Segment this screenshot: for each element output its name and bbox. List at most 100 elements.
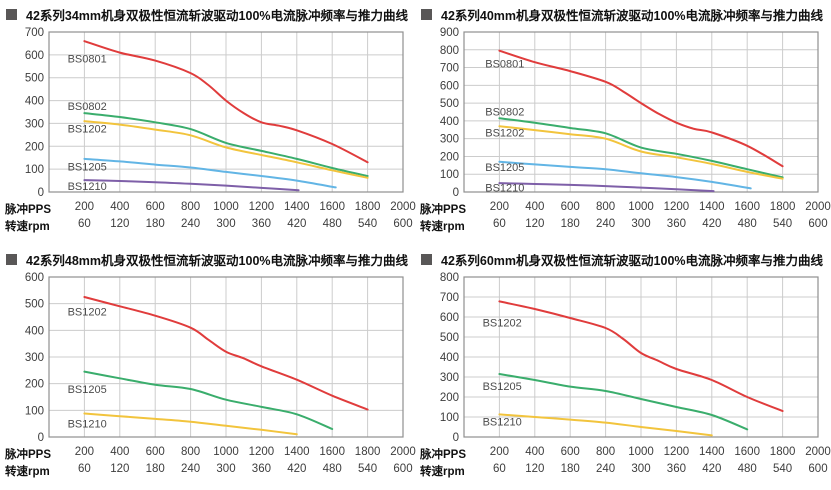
- series-label-bs1210: BS1210: [68, 181, 107, 193]
- y-tick-label: 200: [440, 151, 459, 163]
- x-tick-rpm: 60: [77, 463, 91, 475]
- series-label-bs1202: BS1202: [68, 307, 107, 319]
- chart-title: 42系列48mm机身双极性恒流斩波驱动100%电流脉冲频率与推力曲线: [26, 254, 409, 268]
- y-tick-label: 100: [440, 169, 459, 181]
- x-tick-pps: 2000: [805, 201, 831, 213]
- series-label-bs1210: BS1210: [485, 183, 524, 195]
- x-axis-row-pps: 脉冲PPS 200 400 600 800 1000 1200 1400 1600 1800 200…: [0, 446, 416, 462]
- x-tick-rpm: 180: [560, 463, 580, 475]
- x-tick-rpm: 600: [393, 218, 413, 230]
- x-axis-labels: 脉冲PPS 200 400 600 800 1000 1200 1400 1600 1800 200…: [0, 444, 416, 484]
- x-tick-rpm: 300: [216, 463, 236, 475]
- x-tick-rpm: 420: [287, 463, 307, 475]
- x-axis-row-rpm: 转速rpm 60 120 180 240 300 360 420 480 540 600: [0, 463, 415, 479]
- y-tick-label: 500: [25, 73, 44, 85]
- x-tick-rpm: 360: [251, 463, 271, 475]
- x-tick-rpm: 540: [773, 218, 793, 230]
- curve-bs1205: [83, 370, 334, 430]
- x-tick-pps: 1000: [213, 446, 239, 458]
- x-tick-pps: 800: [596, 201, 616, 213]
- chart-title: 42系列34mm机身双极性恒流斩波驱动100%电流脉冲频率与推力曲线: [26, 9, 409, 23]
- plot-border: [463, 276, 819, 438]
- y-tick-label: 0: [453, 432, 459, 444]
- y-tick-label: 300: [25, 352, 44, 364]
- x-axis-row-pps: 脉冲PPS 200 400 600 800 1000 1200 1400 1600 1800 200…: [415, 446, 831, 462]
- series-label-bs0801: BS0801: [485, 59, 524, 71]
- chart-title-row: 42系列34mm机身双极性恒流斩波驱动100%电流脉冲频率与推力曲线: [6, 5, 408, 24]
- x-tick-pps: 1200: [248, 201, 275, 213]
- curve-bs1210: [83, 412, 298, 436]
- y-tick-label: 400: [25, 325, 44, 337]
- x-tick-pps: 1000: [628, 201, 654, 213]
- x-tick-pps: 2000: [390, 446, 416, 458]
- x-tick-rpm: 600: [808, 463, 828, 475]
- plot-border: [463, 31, 819, 193]
- x-tick-rpm: 360: [666, 218, 686, 230]
- x-tick-rpm: 240: [181, 463, 201, 475]
- x-axis-labels: 脉冲PPS 200 400 600 800 1000 1200 1400 1600 1800 200…: [415, 444, 831, 484]
- series-label-bs0801: BS0801: [68, 53, 107, 65]
- chart-title: 42系列40mm机身双极性恒流斩波驱动100%电流脉冲频率与推力曲线: [441, 9, 824, 23]
- x-axis-labels: 脉冲PPS 200 400 600 800 1000 1200 1400 1600 1800 200…: [415, 199, 831, 239]
- x-axis-header-pps: 脉冲PPS: [420, 449, 467, 461]
- y-tick-label: 100: [25, 164, 44, 176]
- y-tick-label: 300: [440, 134, 459, 146]
- x-tick-pps: 1400: [284, 446, 310, 458]
- series-label-bs0802: BS0802: [485, 107, 524, 119]
- curve-bs1205: [83, 157, 337, 189]
- y-tick-label: 0: [38, 187, 44, 199]
- chart-title-row: 42系列48mm机身双极性恒流斩波驱动100%电流脉冲频率与推力曲线: [6, 250, 408, 269]
- x-tick-rpm: 180: [560, 218, 580, 230]
- y-tick-label: 500: [25, 299, 44, 311]
- x-tick-pps: 800: [181, 201, 201, 213]
- y-tick-label: 600: [25, 272, 44, 284]
- x-tick-rpm: 540: [358, 218, 378, 230]
- y-tick-label: 800: [440, 272, 459, 284]
- x-tick-rpm: 600: [393, 463, 413, 475]
- x-tick-rpm: 480: [322, 218, 342, 230]
- x-axis-header-pps: 脉冲PPS: [420, 204, 467, 216]
- x-tick-pps: 200: [489, 201, 509, 213]
- curve-bs0802: [498, 117, 784, 179]
- x-tick-rpm: 120: [110, 218, 130, 230]
- x-tick-rpm: 480: [737, 218, 757, 230]
- chart-title: 42系列60mm机身双极性恒流斩波驱动100%电流脉冲频率与推力曲线: [441, 254, 824, 268]
- x-tick-pps: 1600: [319, 201, 345, 213]
- y-tick-label: 300: [25, 118, 44, 130]
- chart-panel-40mm: 42系列40mm机身双极性恒流斩波驱动100%电流脉冲频率与推力曲线 0 100 2…: [415, 0, 831, 245]
- y-tick-label: 700: [440, 292, 459, 304]
- x-tick-rpm: 240: [596, 463, 616, 475]
- chart-panel-60mm: 42系列60mm机身双极性恒流斩波驱动100%电流脉冲频率与推力曲线 0 100 2…: [415, 245, 831, 490]
- y-tick-label: 700: [440, 63, 459, 75]
- series-label-bs1202: BS1202: [485, 127, 524, 139]
- y-tick-label: 800: [440, 45, 459, 57]
- x-tick-pps: 600: [145, 446, 165, 458]
- chart-plot-40mm: 0 100 200 300 400 500 600 700 800 900 BS0801 BS0802…: [440, 27, 819, 199]
- x-tick-rpm: 300: [631, 218, 651, 230]
- x-tick-rpm: 420: [702, 218, 722, 230]
- curve-bs1202: [83, 296, 369, 411]
- y-tick-label: 500: [440, 98, 459, 110]
- y-tick-label: 400: [440, 116, 459, 128]
- x-tick-pps: 800: [181, 446, 201, 458]
- x-tick-rpm: 60: [492, 218, 506, 230]
- plot-border: [48, 276, 404, 438]
- chart-panel-48mm: 42系列48mm机身双极性恒流斩波驱动100%电流脉冲频率与推力曲线 0 100 2…: [0, 245, 416, 490]
- curve-bs1210: [498, 182, 715, 193]
- x-tick-rpm: 300: [216, 218, 236, 230]
- curve-bs0802: [83, 112, 369, 177]
- x-tick-rpm: 120: [525, 218, 545, 230]
- curve-bs1205: [498, 373, 749, 431]
- x-tick-pps: 800: [596, 446, 616, 458]
- chart-title-row: 42系列40mm机身双极性恒流斩波驱动100%电流脉冲频率与推力曲线: [421, 5, 823, 24]
- x-axis-header-rpm: 转速rpm: [5, 221, 50, 233]
- x-tick-pps: 400: [525, 446, 545, 458]
- x-tick-pps: 2000: [390, 201, 416, 213]
- x-tick-pps: 1600: [319, 446, 345, 458]
- y-tick-label: 0: [453, 187, 459, 199]
- y-tick-label: 700: [25, 27, 44, 39]
- series-label-bs1202: BS1202: [483, 318, 522, 330]
- curve-bs0801: [83, 40, 369, 164]
- y-tick-label: 100: [440, 412, 459, 424]
